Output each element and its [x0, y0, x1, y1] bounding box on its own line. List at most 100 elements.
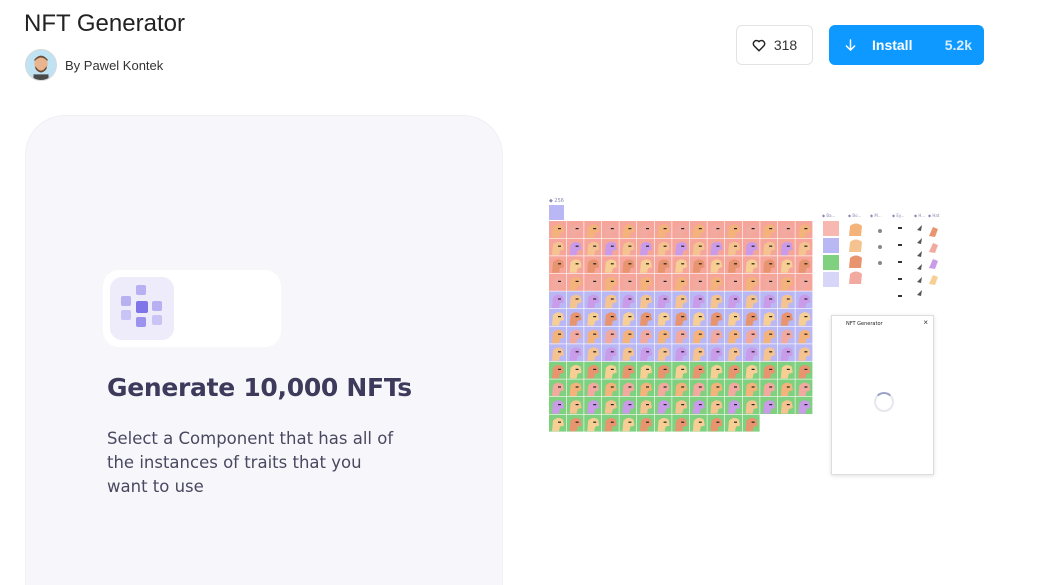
- nft-face: [640, 224, 652, 238]
- nft-eyes: [786, 351, 790, 353]
- nft-face: [569, 417, 582, 432]
- nft-eyes: [663, 316, 667, 318]
- nft-eyes: [681, 368, 685, 370]
- nft-face: [798, 329, 811, 344]
- nft-eyes: [575, 404, 579, 406]
- nft-face: [675, 294, 688, 308]
- nft-eyes: [734, 404, 737, 406]
- nft-eyes: [628, 333, 632, 335]
- like-button[interactable]: 318: [736, 25, 813, 65]
- trait-background: [823, 255, 839, 270]
- nft-face: [745, 382, 758, 396]
- nft-face: [728, 382, 740, 396]
- nft-eyes: [663, 245, 667, 247]
- nft-eyes: [786, 263, 790, 265]
- nft-eyes: [734, 368, 737, 370]
- nft-eyes: [716, 351, 720, 353]
- nft-eyes: [646, 421, 649, 423]
- nft-face: [745, 329, 758, 344]
- nft-eyes: [734, 421, 737, 423]
- nft-eyes: [663, 368, 667, 370]
- nft-face: [710, 400, 723, 414]
- nft-face: [640, 400, 652, 414]
- install-button[interactable]: Install 5.2k: [829, 25, 984, 65]
- nft-face: [763, 365, 776, 379]
- nft-face: [587, 241, 600, 256]
- nft-eyes: [681, 228, 685, 230]
- nft-eyes: [698, 245, 702, 247]
- nft-eyes: [716, 280, 720, 282]
- nft-eyes: [558, 263, 561, 265]
- nft-face: [763, 347, 776, 361]
- nft-eyes: [610, 333, 614, 335]
- nft-eyes: [786, 333, 790, 335]
- nft-eyes: [734, 386, 737, 388]
- nft-face: [780, 259, 793, 273]
- nft-face: [604, 241, 617, 256]
- nft-eyes: [698, 404, 702, 406]
- plugin-window-title: NFT Generator: [846, 321, 883, 327]
- nft-eyes: [681, 280, 685, 282]
- nft-face: [587, 312, 600, 326]
- nft-face: [552, 312, 564, 326]
- nft-eyes: [681, 333, 685, 335]
- nft-eyes: [646, 404, 649, 406]
- hero-card: [25, 115, 503, 585]
- nft-face: [745, 365, 758, 379]
- nft-face: [745, 347, 758, 361]
- nft-eyes: [646, 316, 649, 318]
- nft-face: [763, 241, 776, 256]
- nft-eyes: [575, 333, 579, 335]
- nft-eyes: [751, 386, 755, 388]
- trait-label: ◆ Ey...: [892, 213, 905, 218]
- nft-face: [569, 382, 582, 396]
- trait-eyes: [898, 261, 902, 263]
- nft-tile: [549, 205, 564, 220]
- nft-face: [675, 241, 688, 256]
- nft-face: [710, 329, 723, 344]
- nft-eyes: [751, 421, 755, 423]
- nft-face: [728, 312, 740, 326]
- nft-eyes: [610, 298, 614, 300]
- nft-face: [604, 277, 617, 291]
- nft-eyes: [663, 386, 667, 388]
- nft-face: [552, 294, 564, 308]
- nft-eyes: [804, 280, 808, 282]
- trait-body: [849, 255, 862, 268]
- loading-spinner: [874, 392, 894, 412]
- avatar: [25, 49, 57, 81]
- nft-face: [692, 365, 705, 379]
- nft-face: [604, 312, 617, 326]
- nft-eyes: [558, 316, 561, 318]
- nft-face: [622, 347, 635, 361]
- trait-hair: [929, 275, 938, 285]
- trait-eyes: [898, 227, 902, 229]
- nft-face: [692, 400, 705, 414]
- nft-eyes: [663, 263, 667, 265]
- nft-eyes: [804, 333, 808, 335]
- trait-body: [849, 271, 862, 284]
- author-row[interactable]: By Pawel Kontek: [25, 49, 163, 81]
- nft-eyes: [663, 404, 667, 406]
- nft-eyes: [610, 351, 614, 353]
- nft-eyes: [698, 368, 702, 370]
- nft-face: [692, 277, 705, 291]
- nft-face: [763, 294, 776, 308]
- nft-eyes: [628, 386, 632, 388]
- nft-eyes: [646, 245, 649, 247]
- nft-face: [675, 329, 688, 344]
- nft-face: [798, 312, 811, 326]
- nft-face: [745, 277, 758, 291]
- nft-face: [657, 347, 670, 361]
- close-icon[interactable]: ×: [923, 318, 928, 327]
- nft-face: [692, 382, 705, 396]
- nft-eyes: [698, 263, 702, 265]
- nft-face: [657, 294, 670, 308]
- nft-face: [692, 347, 705, 361]
- nft-face: [692, 417, 705, 432]
- nft-face: [622, 400, 635, 414]
- nft-face: [587, 294, 600, 308]
- nft-eyes: [769, 351, 773, 353]
- trait-horn: [917, 290, 922, 296]
- nft-eyes: [593, 263, 597, 265]
